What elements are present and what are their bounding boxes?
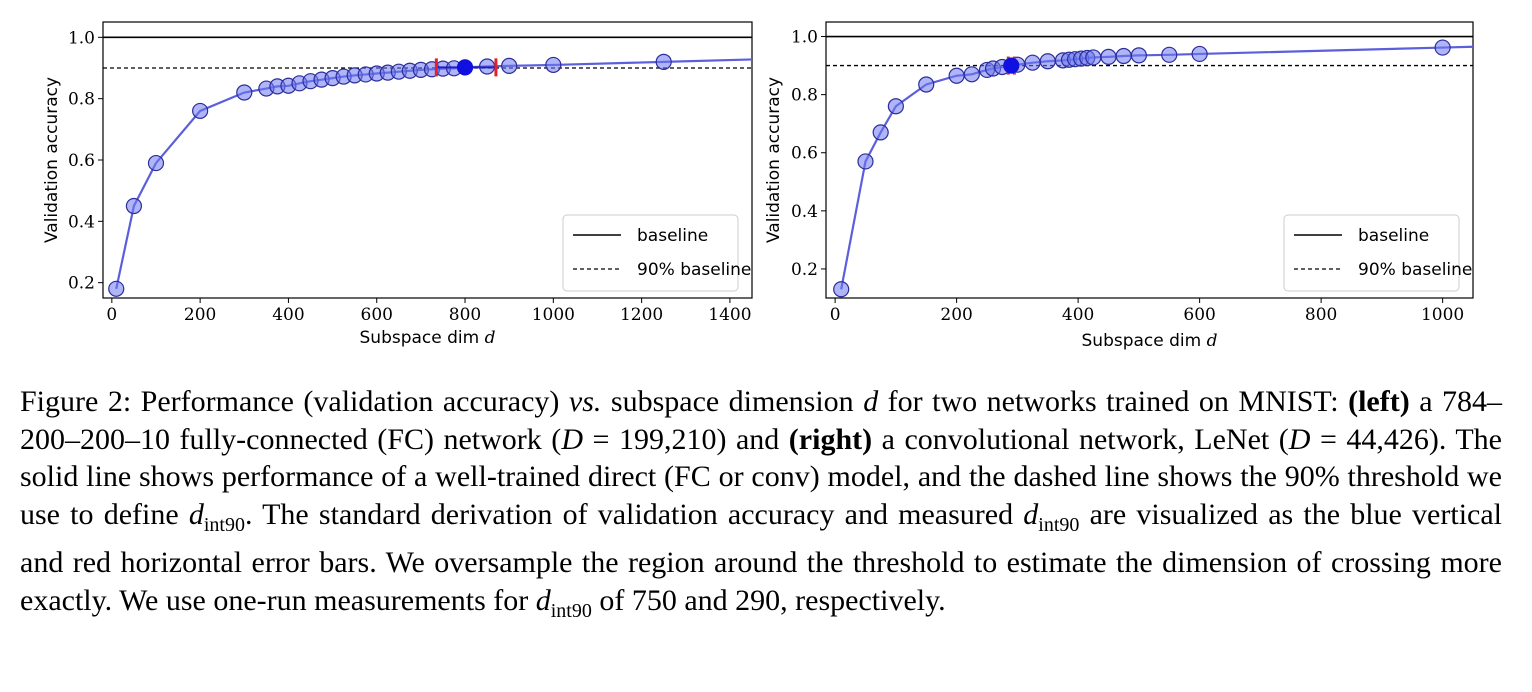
caption-subscript: int90: [1038, 513, 1080, 536]
x-tick-label: 600: [1183, 305, 1215, 325]
legend-box: [562, 214, 739, 292]
y-tick-label: 0.4: [791, 202, 818, 222]
figure-caption: Figure 2: Performance (validation accura…: [20, 383, 1502, 630]
x-tick-label: 1400: [708, 305, 751, 325]
dint90-point: [1003, 57, 1020, 74]
data-point: [108, 280, 125, 297]
plot-frame: [825, 21, 1474, 299]
y-tick-label: 0.2: [791, 260, 818, 280]
data-point: [887, 98, 904, 115]
left-chart: 0 200 400 600 800 1000 1200 1400 0.2 0.4 0.6 0.8 1.0…: [42, 21, 753, 348]
x-tick-label: 1200: [620, 305, 663, 325]
x-tick-label: 200: [184, 305, 216, 325]
x-tick-label: 200: [940, 305, 972, 325]
x-tick-label: 600: [361, 305, 393, 325]
data-point: [147, 154, 165, 172]
figure-canvas: 0 200 400 600 800 1000 1200 1400 0.2 0.4 0.6 0.8 1.0…: [42, 21, 1474, 351]
caption-subscript: int90: [550, 599, 592, 622]
dint90-point: [457, 59, 474, 76]
x-tick-label: 0: [106, 305, 117, 325]
data-point: [918, 76, 935, 93]
x-tick-label: 800: [449, 305, 481, 325]
data-point: [1100, 48, 1117, 65]
caption-var-d: d: [535, 583, 551, 617]
caption-text: Figure 2: Performance (validation accura…: [20, 385, 569, 418]
caption-var-d: d: [1023, 497, 1039, 531]
caption-text: = 44,426). The solid line shows performa…: [20, 422, 1502, 531]
data-point: [236, 84, 253, 101]
data-point: [833, 281, 850, 298]
legend-label-baseline90: 90% baseline: [637, 260, 751, 280]
caption-right-label: (right): [788, 422, 873, 456]
legend-label-baseline: baseline: [1358, 226, 1429, 246]
y-axis-label: Validation accuracy: [764, 77, 784, 243]
data-point: [1130, 47, 1147, 64]
right-chart: 0 200 400 600 800 1000 0.2 0.4 0.6 0.8 1.0 Subspace…: [764, 21, 1474, 351]
caption-var-D: D: [1288, 422, 1311, 456]
caption-subscript: int90: [203, 513, 245, 536]
x-axis-label: Subspace dim d: [1082, 331, 1218, 351]
data-point: [872, 124, 889, 141]
caption-var-d: d: [863, 385, 879, 418]
data-point: [948, 67, 965, 84]
x-tick-label: 0: [830, 305, 841, 325]
legend-box: [1283, 214, 1460, 292]
x-tick-label: 1000: [1421, 305, 1464, 325]
data-point: [1191, 45, 1208, 63]
x-axis-label-var: d: [1207, 331, 1218, 351]
caption-text: a 784–200–200–10 fully-connected (FC) ne…: [20, 385, 1503, 456]
legend-label-baseline: baseline: [637, 226, 708, 246]
data-point: [1161, 46, 1178, 63]
data-point: [1115, 47, 1132, 65]
y-tick-label: 1.0: [68, 28, 95, 48]
y-tick-label: 0.8: [791, 86, 818, 106]
data-point: [545, 56, 562, 74]
caption-left-label: (left): [1348, 385, 1410, 418]
data-point: [125, 197, 143, 215]
y-tick-label: 0.6: [791, 144, 818, 164]
caption-text: subspace dimension: [601, 385, 864, 418]
caption-text: of 750 and 290, respectively.: [591, 583, 946, 617]
y-tick-label: 1.0: [791, 28, 818, 48]
data-point: [192, 102, 209, 120]
caption-text: = 199,210) and: [582, 422, 789, 456]
caption-text: for two networks trained on MNIST:: [878, 385, 1349, 418]
data-point: [655, 53, 672, 70]
data-point: [857, 153, 874, 170]
caption-text: are visualized as the blue vertical and …: [20, 497, 1502, 617]
caption-text: . The standard derivation of validation …: [244, 497, 1024, 531]
data-point: [1434, 39, 1451, 56]
x-tick-label: 400: [1062, 305, 1094, 325]
data-point: [1085, 49, 1102, 66]
y-axis-label: Validation accuracy: [42, 77, 62, 243]
data-point: [963, 66, 980, 83]
x-axis-label: Subspace dim d: [360, 328, 496, 348]
y-tick-label: 0.6: [68, 151, 95, 171]
x-tick-label: 400: [272, 305, 304, 325]
x-axis-label-var: d: [485, 328, 496, 348]
y-tick-label: 0.2: [68, 274, 95, 294]
legend-label-baseline90: 90% baseline: [1358, 260, 1472, 280]
x-tick-label: 800: [1305, 305, 1337, 325]
data-point: [1039, 53, 1056, 70]
data-point: [501, 57, 518, 74]
caption-var-D: D: [561, 422, 583, 456]
caption-text: a convolutional network, LeNet (: [872, 422, 1289, 456]
y-tick-label: 0.8: [68, 90, 95, 110]
y-tick-label: 0.4: [68, 212, 95, 232]
x-tick-label: 1000: [532, 305, 575, 325]
caption-var-d: d: [188, 497, 204, 531]
data-point: [1024, 54, 1041, 71]
caption-vs: vs.: [568, 385, 602, 418]
